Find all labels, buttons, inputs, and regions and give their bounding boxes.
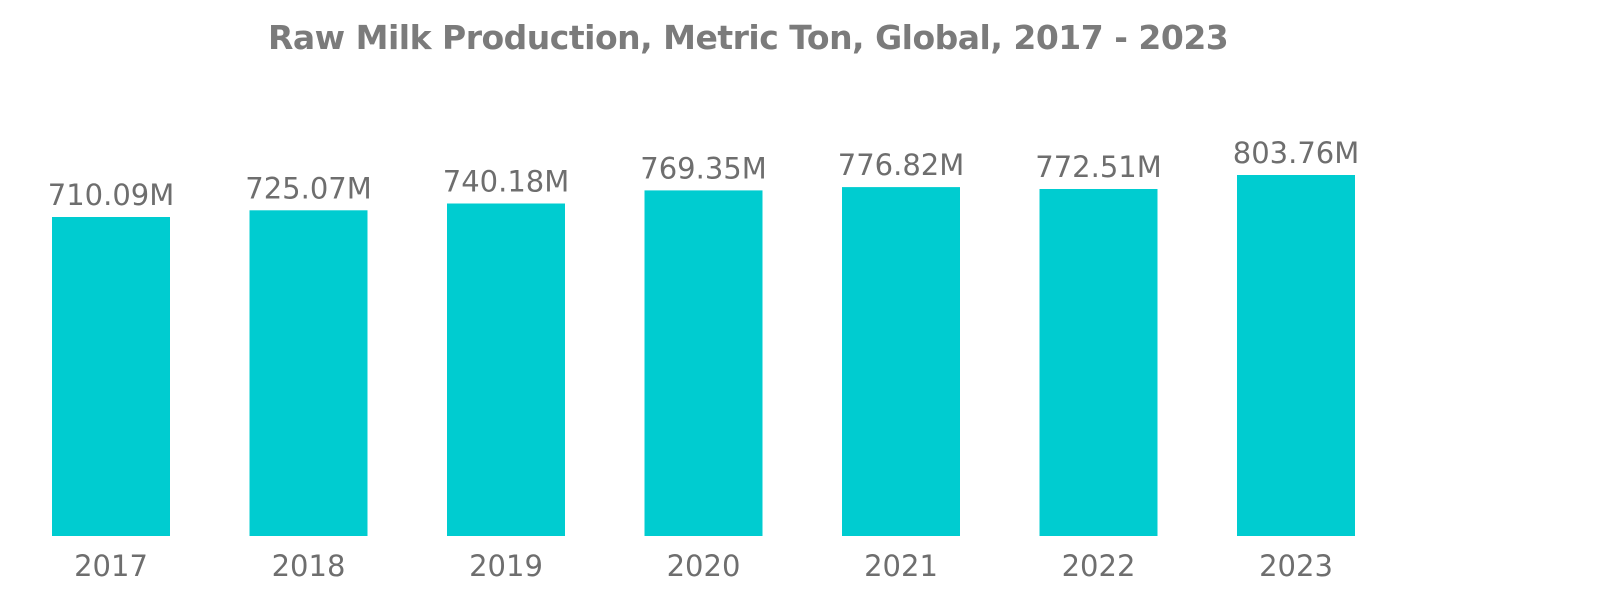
bar-2021: [842, 187, 960, 536]
x-tick-label-2019: 2019: [469, 549, 543, 583]
x-tick-label-2018: 2018: [272, 549, 346, 583]
x-tick-label-2020: 2020: [667, 549, 741, 583]
value-label-2023: 803.76M: [1233, 136, 1360, 170]
bar-2020: [644, 190, 763, 536]
chart-title: Raw Milk Production, Metric Ton, Global,…: [268, 18, 1229, 57]
x-tick-label-2023: 2023: [1259, 549, 1333, 583]
bar-2018: [249, 210, 368, 537]
x-tick-labels-group: 2017 2018 2019 2020 2021 2022 2023: [74, 549, 1333, 583]
value-label-2019: 740.18M: [443, 165, 570, 199]
x-tick-label-2021: 2021: [864, 549, 938, 583]
value-label-2022: 772.51M: [1035, 150, 1162, 184]
x-tick-label-2017: 2017: [74, 549, 148, 583]
bar-2023: [1237, 175, 1355, 536]
bars-group: [52, 175, 1355, 537]
bar-2019: [447, 203, 565, 536]
value-label-2018: 725.07M: [245, 171, 372, 205]
x-tick-label-2022: 2022: [1062, 549, 1136, 583]
value-label-2017: 710.09M: [48, 178, 175, 212]
bar-2017: [52, 217, 170, 536]
value-labels-group: 710.09M 725.07M 740.18M 769.35M 776.82M 772.5…: [48, 136, 1360, 212]
value-label-2020: 769.35M: [640, 151, 767, 185]
bar-2022: [1039, 189, 1158, 536]
value-label-2021: 776.82M: [838, 148, 965, 182]
